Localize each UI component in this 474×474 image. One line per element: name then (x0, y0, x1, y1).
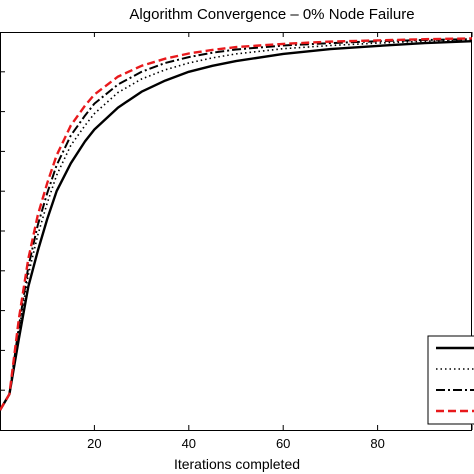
plot-frame (0, 32, 472, 431)
plot-area (0, 32, 472, 431)
x-tick-label: 60 (276, 436, 290, 451)
x-axis-label: Iterations completed (174, 456, 300, 472)
series-line-3 (0, 38, 473, 411)
legend (427, 335, 474, 425)
x-axis: 20 40 60 80 (0, 32, 473, 451)
legend-box (427, 335, 474, 425)
series-line-4 (0, 37, 473, 411)
series-line-1 (0, 40, 473, 411)
x-tick-label: 40 (182, 436, 196, 451)
series-layer (0, 37, 473, 411)
chart-title: Algorithm Convergence – 0% Node Failure (129, 6, 414, 23)
x-tick-label: 80 (370, 436, 384, 451)
x-tick-label: 20 (87, 436, 101, 451)
series-line-2 (0, 39, 473, 411)
